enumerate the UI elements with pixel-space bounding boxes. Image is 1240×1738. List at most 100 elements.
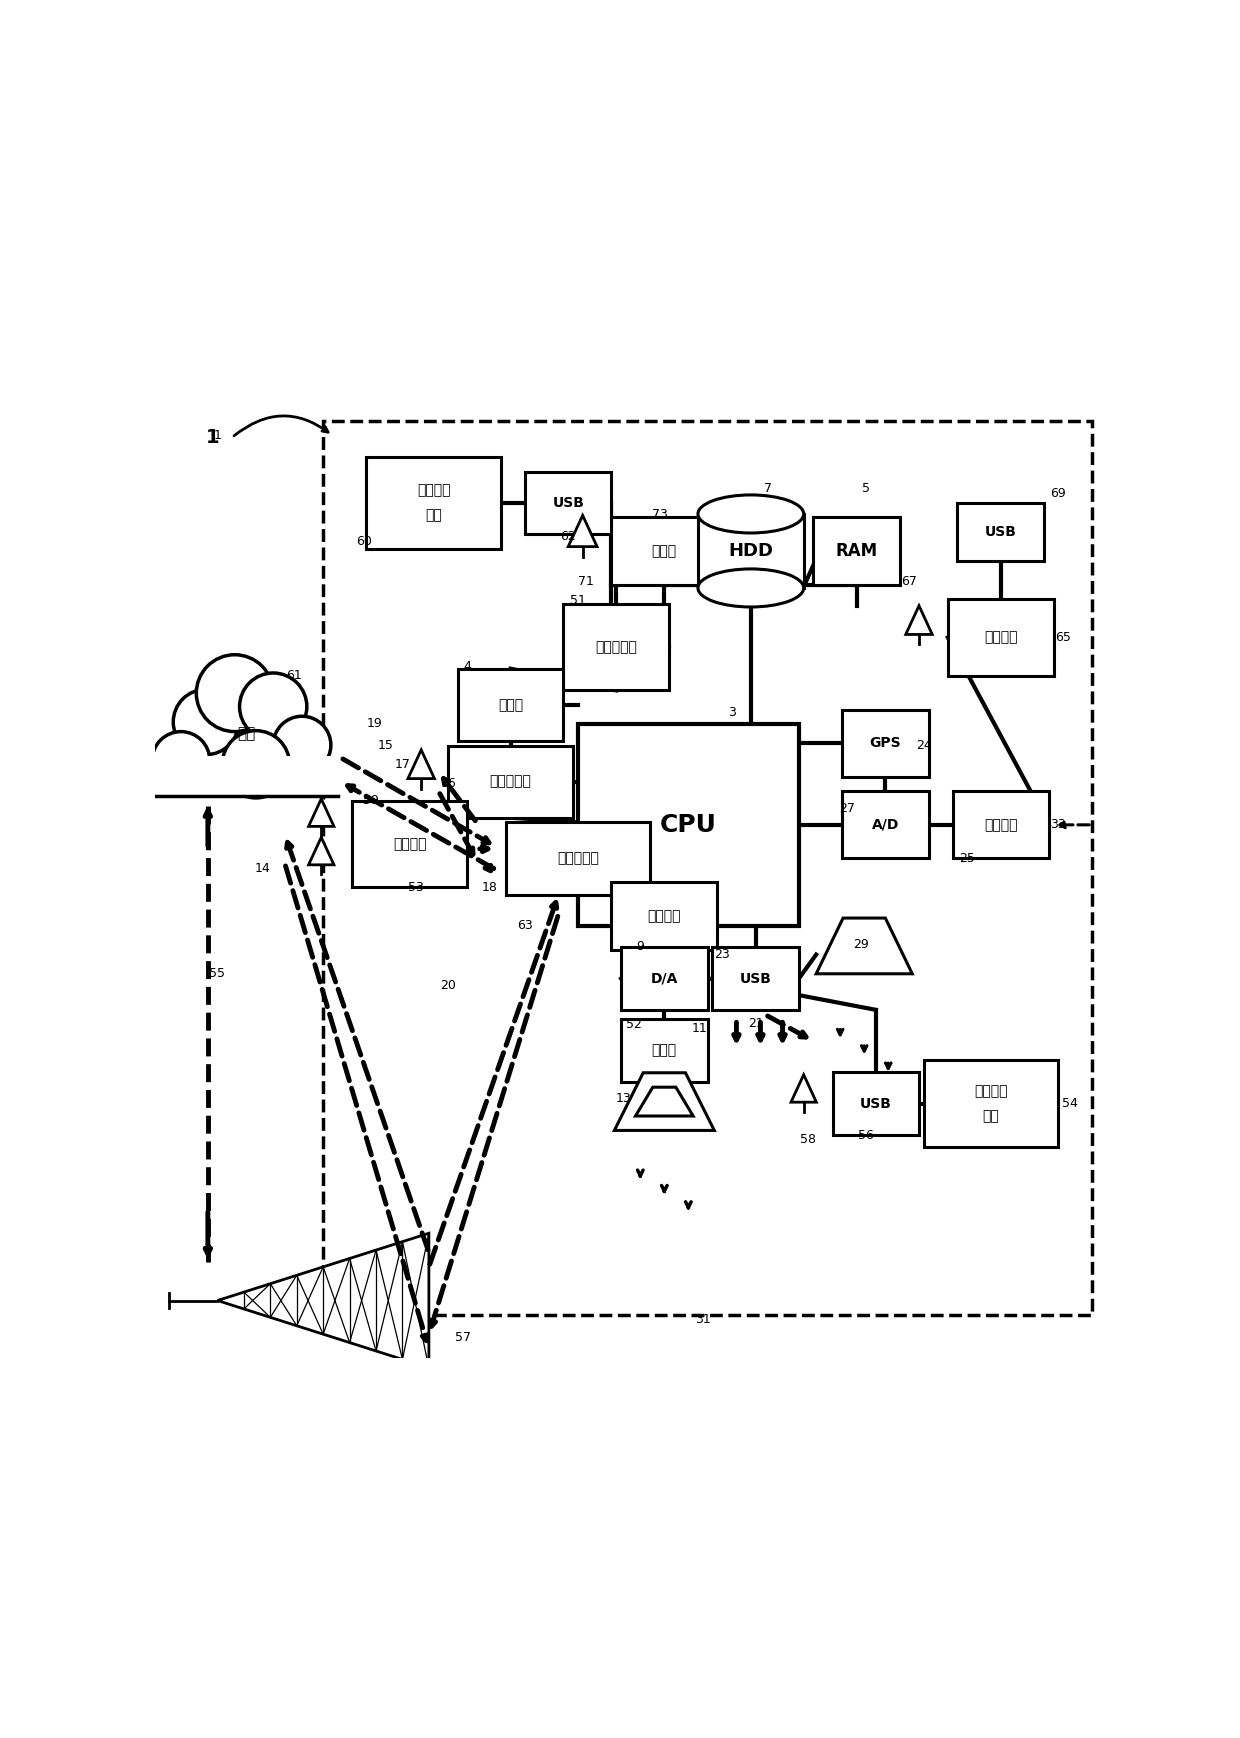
Polygon shape [568, 516, 598, 547]
Text: 装置: 装置 [425, 509, 443, 523]
Text: 1: 1 [206, 428, 219, 447]
Text: 59: 59 [363, 794, 379, 808]
Polygon shape [217, 1234, 429, 1368]
Bar [621, 1020, 708, 1081]
Text: 54: 54 [1061, 1097, 1078, 1111]
Text: 1: 1 [213, 429, 222, 441]
Text: 9: 9 [636, 940, 645, 954]
Bar [506, 822, 650, 895]
Text: USB: USB [552, 495, 584, 509]
Bar [563, 603, 670, 690]
Bar [698, 514, 804, 587]
Text: 移动装置: 移动装置 [393, 838, 427, 852]
Text: RAM: RAM [836, 542, 878, 560]
Bar [458, 669, 563, 740]
Text: 51: 51 [570, 594, 585, 607]
Bar [324, 421, 1092, 1316]
Polygon shape [309, 838, 334, 866]
Text: 调制解调器: 调制解调器 [557, 852, 599, 866]
Text: 33: 33 [1050, 819, 1066, 831]
Text: 辅助装置: 辅助装置 [983, 631, 1018, 645]
Text: 73: 73 [651, 507, 667, 521]
Text: 显示器: 显示器 [498, 697, 523, 711]
Text: 19: 19 [366, 718, 382, 730]
Text: 5: 5 [862, 481, 870, 495]
Text: 27: 27 [839, 801, 854, 815]
Bar [611, 883, 717, 949]
Text: 装置: 装置 [982, 1109, 999, 1123]
Circle shape [196, 655, 273, 732]
Bar [842, 709, 929, 777]
Text: 3: 3 [728, 706, 735, 720]
Ellipse shape [698, 495, 804, 534]
Polygon shape [791, 1074, 816, 1102]
Text: 52: 52 [626, 1018, 641, 1031]
Circle shape [222, 730, 290, 798]
Text: 11: 11 [692, 1022, 708, 1036]
Polygon shape [614, 1072, 714, 1130]
Text: 放大器: 放大器 [652, 1045, 677, 1058]
Circle shape [174, 690, 238, 754]
Text: 7: 7 [764, 481, 773, 495]
Text: 20: 20 [440, 978, 456, 992]
Bar [352, 801, 467, 888]
Circle shape [273, 716, 331, 773]
Bar [367, 457, 501, 549]
Text: 57: 57 [455, 1331, 470, 1343]
Text: 辅助输入: 辅助输入 [983, 819, 1018, 833]
Bar [947, 600, 1054, 676]
Bar [578, 725, 799, 926]
Text: 17: 17 [396, 758, 410, 770]
Polygon shape [309, 799, 334, 826]
Text: 56: 56 [858, 1128, 874, 1142]
Text: 62: 62 [560, 530, 577, 542]
Bar [712, 947, 799, 1010]
Text: USB: USB [985, 525, 1017, 539]
Polygon shape [408, 749, 434, 779]
Text: 14: 14 [254, 862, 270, 874]
Text: 13: 13 [616, 1091, 632, 1105]
Text: 63: 63 [517, 919, 533, 932]
Polygon shape [816, 918, 913, 973]
Text: 67: 67 [901, 575, 918, 587]
Text: 29: 29 [853, 939, 869, 951]
Ellipse shape [698, 568, 804, 607]
Text: 60: 60 [357, 535, 372, 547]
Text: A/D: A/D [872, 819, 899, 833]
Polygon shape [635, 1088, 693, 1116]
Text: 65: 65 [1055, 631, 1071, 645]
Text: 18: 18 [481, 881, 497, 893]
Text: 58: 58 [801, 1133, 816, 1145]
Text: D/A: D/A [651, 972, 678, 985]
Text: 61: 61 [286, 669, 303, 683]
Text: 16: 16 [440, 777, 456, 791]
Text: 25: 25 [959, 852, 975, 866]
Text: 69: 69 [1050, 487, 1066, 501]
Text: 个人导航: 个人导航 [975, 1085, 1008, 1098]
Text: 输入选择器: 输入选择器 [595, 640, 637, 653]
Text: GPS: GPS [869, 737, 901, 751]
Text: 31: 31 [694, 1314, 711, 1326]
Bar [924, 1060, 1059, 1147]
Text: USB: USB [740, 972, 771, 985]
Text: 24: 24 [916, 739, 931, 751]
Circle shape [153, 732, 210, 789]
Bar [813, 518, 900, 584]
Text: CPU: CPU [660, 813, 717, 836]
Text: 71: 71 [578, 575, 594, 587]
Bar [525, 471, 611, 534]
Text: 23: 23 [714, 947, 730, 961]
Bar [957, 502, 1044, 561]
Bar [952, 791, 1049, 859]
Polygon shape [905, 607, 932, 634]
Text: 55: 55 [210, 968, 226, 980]
Text: 21: 21 [748, 1017, 764, 1031]
Text: 路由器: 路由器 [652, 544, 677, 558]
Bar [448, 746, 573, 817]
Text: 53: 53 [408, 881, 424, 893]
Bar [155, 756, 337, 796]
Bar [621, 947, 708, 1010]
Text: 15: 15 [378, 739, 393, 751]
Text: 蓝牙收发器: 蓝牙收发器 [490, 775, 532, 789]
Bar [842, 791, 929, 859]
